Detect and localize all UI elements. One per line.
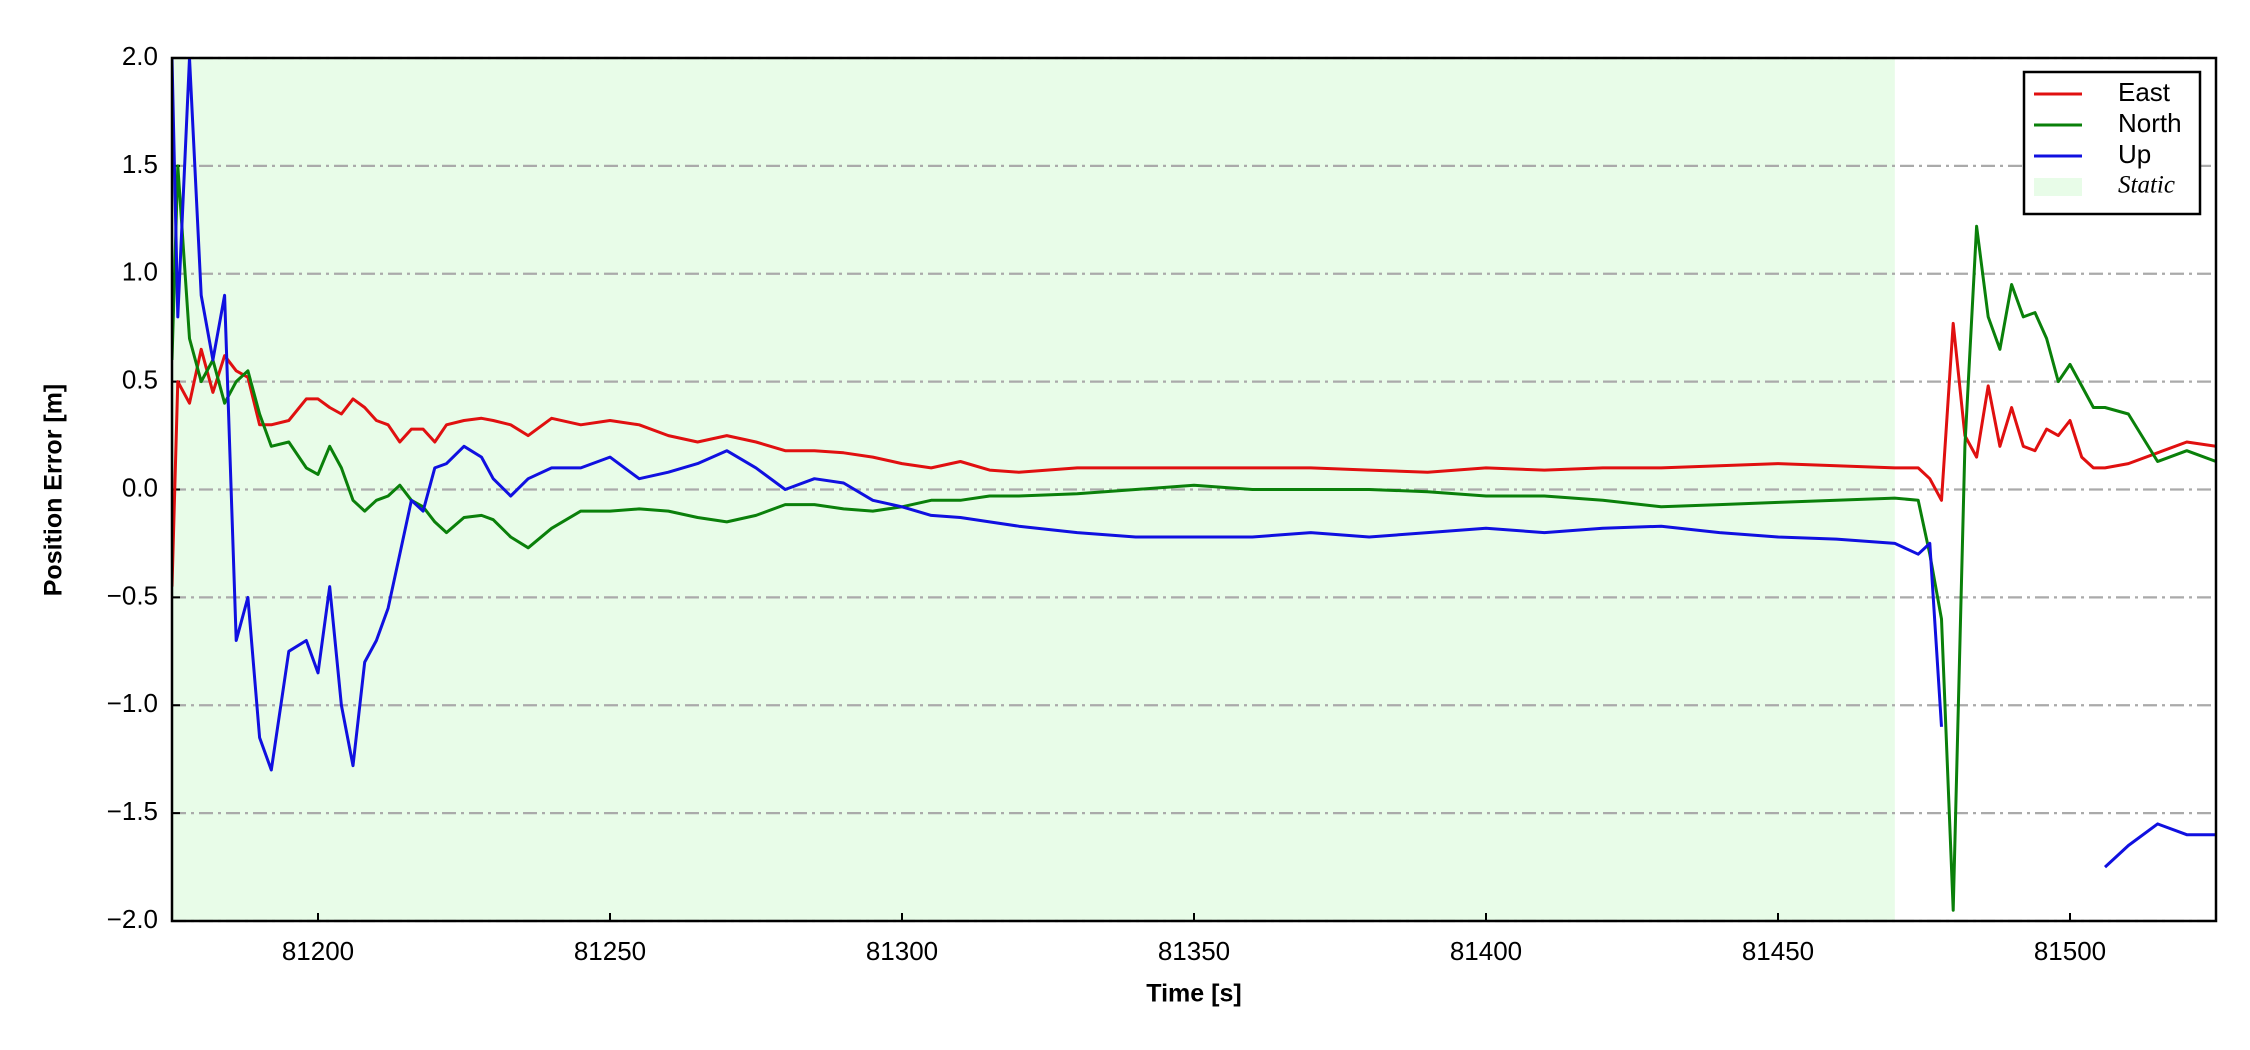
y-tick-label: 1.5 (122, 149, 158, 179)
series-line (172, 58, 2216, 869)
legend-label: Up (2118, 139, 2151, 169)
x-tick-label: 81200 (282, 936, 354, 966)
legend-label: Static (2118, 172, 2175, 199)
x-tick-label: 81350 (1158, 936, 1230, 966)
x-tick-label: 81450 (1742, 936, 1814, 966)
x-tick-label: 81300 (866, 936, 938, 966)
y-tick-label: −2.0 (107, 904, 158, 934)
x-axis-label: Time [s] (1146, 980, 1241, 1008)
y-tick-label: −1.5 (107, 796, 158, 826)
x-tick-label: 81400 (1450, 936, 1522, 966)
legend-label: North (2118, 108, 2182, 138)
x-tick-label: 81250 (574, 936, 646, 966)
plot-area (172, 58, 2216, 912)
series-line (172, 321, 2216, 587)
legend-label: East (2118, 77, 2171, 107)
series-line (172, 164, 2216, 912)
legend-swatch (2034, 178, 2082, 196)
y-tick-label: −0.5 (107, 580, 158, 610)
y-tick-label: 0.5 (122, 365, 158, 395)
y-tick-label: −1.0 (107, 688, 158, 718)
y-tick-label: 0.0 (122, 472, 158, 502)
y-tick-label: 1.0 (122, 257, 158, 287)
y-tick-label: 2.0 (122, 41, 158, 71)
y-axis-label: Position Error [m] (40, 384, 68, 597)
plot-frame (170, 56, 2218, 923)
x-tick-label: 81500 (2034, 936, 2106, 966)
